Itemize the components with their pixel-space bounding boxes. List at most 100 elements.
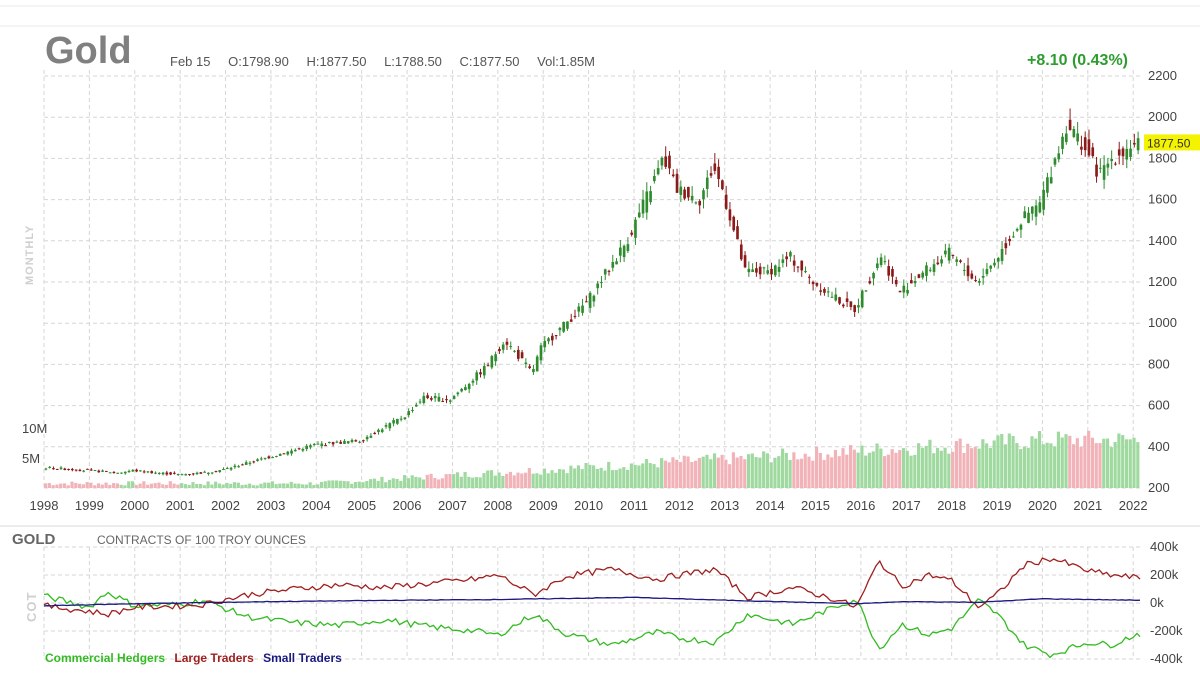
volume-bar xyxy=(1113,441,1117,488)
candle-body xyxy=(649,191,652,203)
volume-bar xyxy=(78,483,82,488)
x-tick-label: 2008 xyxy=(483,498,512,513)
volume-bar xyxy=(278,483,282,488)
volume-bar xyxy=(985,443,989,488)
candle-body xyxy=(668,155,671,169)
x-tick-label: 2018 xyxy=(937,498,966,513)
candle-body xyxy=(86,468,89,470)
candle-body xyxy=(630,232,634,235)
volume-bar xyxy=(807,456,811,488)
volume-bar xyxy=(493,475,497,488)
volume-bar xyxy=(792,452,796,488)
candle-body xyxy=(105,470,108,472)
candle-body xyxy=(732,216,736,231)
volume-bar xyxy=(1098,443,1102,488)
volume-bar xyxy=(259,483,263,488)
volume-bar xyxy=(784,453,788,488)
candle-body xyxy=(55,468,59,470)
candle-body xyxy=(286,451,290,455)
candle-body xyxy=(690,195,694,201)
volume-bar xyxy=(901,448,906,488)
volume-bar xyxy=(357,481,361,488)
volume-tick-label: 5M xyxy=(22,451,40,466)
candle-body xyxy=(683,189,686,199)
volume-bar xyxy=(660,458,664,488)
volume-bar xyxy=(871,451,875,488)
volume-bar xyxy=(93,485,97,488)
volume-bar xyxy=(342,481,346,488)
volume-bar xyxy=(1022,446,1027,488)
candle-body xyxy=(773,265,777,276)
candle-body xyxy=(653,176,656,182)
candle-body xyxy=(569,319,573,322)
volume-bar xyxy=(108,484,112,488)
candle-body xyxy=(842,304,845,307)
candle-body xyxy=(154,472,157,474)
candle-body xyxy=(101,470,104,472)
volume-bar xyxy=(614,470,618,488)
volume-bar xyxy=(112,483,116,488)
candle-body xyxy=(705,177,709,189)
volume-bar xyxy=(448,473,452,488)
volume-bar xyxy=(917,443,921,488)
cot-y-tick-label: 400k xyxy=(1150,539,1179,554)
candle-body xyxy=(1061,136,1064,149)
candle-body xyxy=(1098,167,1102,169)
volume-bar xyxy=(384,482,388,488)
candle-body xyxy=(600,282,603,284)
volume-bar xyxy=(1105,438,1110,488)
volume-bar xyxy=(335,480,339,488)
candle-body xyxy=(441,401,445,403)
candle-body xyxy=(418,401,422,403)
bar-date: Feb 15 xyxy=(170,54,211,69)
candle-body xyxy=(263,457,267,459)
candle-body xyxy=(123,471,127,474)
candle-body xyxy=(887,266,890,276)
volume-bar xyxy=(818,453,822,488)
candle-body xyxy=(596,283,599,289)
candle-body xyxy=(471,380,475,383)
candle-body xyxy=(1064,133,1068,143)
candle-body xyxy=(724,194,728,209)
volume-bar xyxy=(920,447,924,488)
volume-bar xyxy=(1136,442,1140,488)
volume-bar xyxy=(304,484,308,488)
candle-body xyxy=(414,404,418,407)
candle-body xyxy=(1057,153,1061,160)
cot-y-tick-label: -400k xyxy=(1150,651,1183,666)
candle-body xyxy=(1015,228,1019,231)
candle-body xyxy=(89,469,93,471)
candle-body xyxy=(71,468,74,471)
volume-bar xyxy=(376,481,380,488)
volume-bar xyxy=(1090,437,1095,488)
volume-bar xyxy=(225,482,229,488)
volume-bar xyxy=(833,449,838,488)
candle-body xyxy=(679,186,683,195)
volume-bar xyxy=(969,448,974,488)
volume-bar xyxy=(361,482,365,488)
volume-bar xyxy=(811,460,815,488)
candle-body xyxy=(993,262,996,266)
volume-bar xyxy=(198,484,203,488)
legend-small-traders: Small Traders xyxy=(263,651,342,665)
volume-bar xyxy=(743,459,747,488)
volume-bar xyxy=(667,462,671,488)
candle-body xyxy=(350,439,354,442)
volume-bar xyxy=(1056,431,1061,488)
x-tick-label: 2000 xyxy=(120,498,149,513)
candle-body xyxy=(959,260,962,262)
volume-bar xyxy=(255,485,259,488)
volume-bar xyxy=(909,455,913,488)
volume-bar xyxy=(675,459,679,488)
volume-bar xyxy=(55,484,59,488)
volume-bar xyxy=(414,476,418,488)
candle-body xyxy=(702,190,705,200)
candle-body xyxy=(1049,177,1053,184)
volume-bar xyxy=(554,472,558,488)
volume-bar xyxy=(195,484,199,488)
volume-bar xyxy=(1037,431,1042,488)
candle-body xyxy=(573,315,577,317)
x-tick-label: 2007 xyxy=(438,498,467,513)
candle-body xyxy=(210,472,214,474)
candle-body xyxy=(324,445,327,447)
